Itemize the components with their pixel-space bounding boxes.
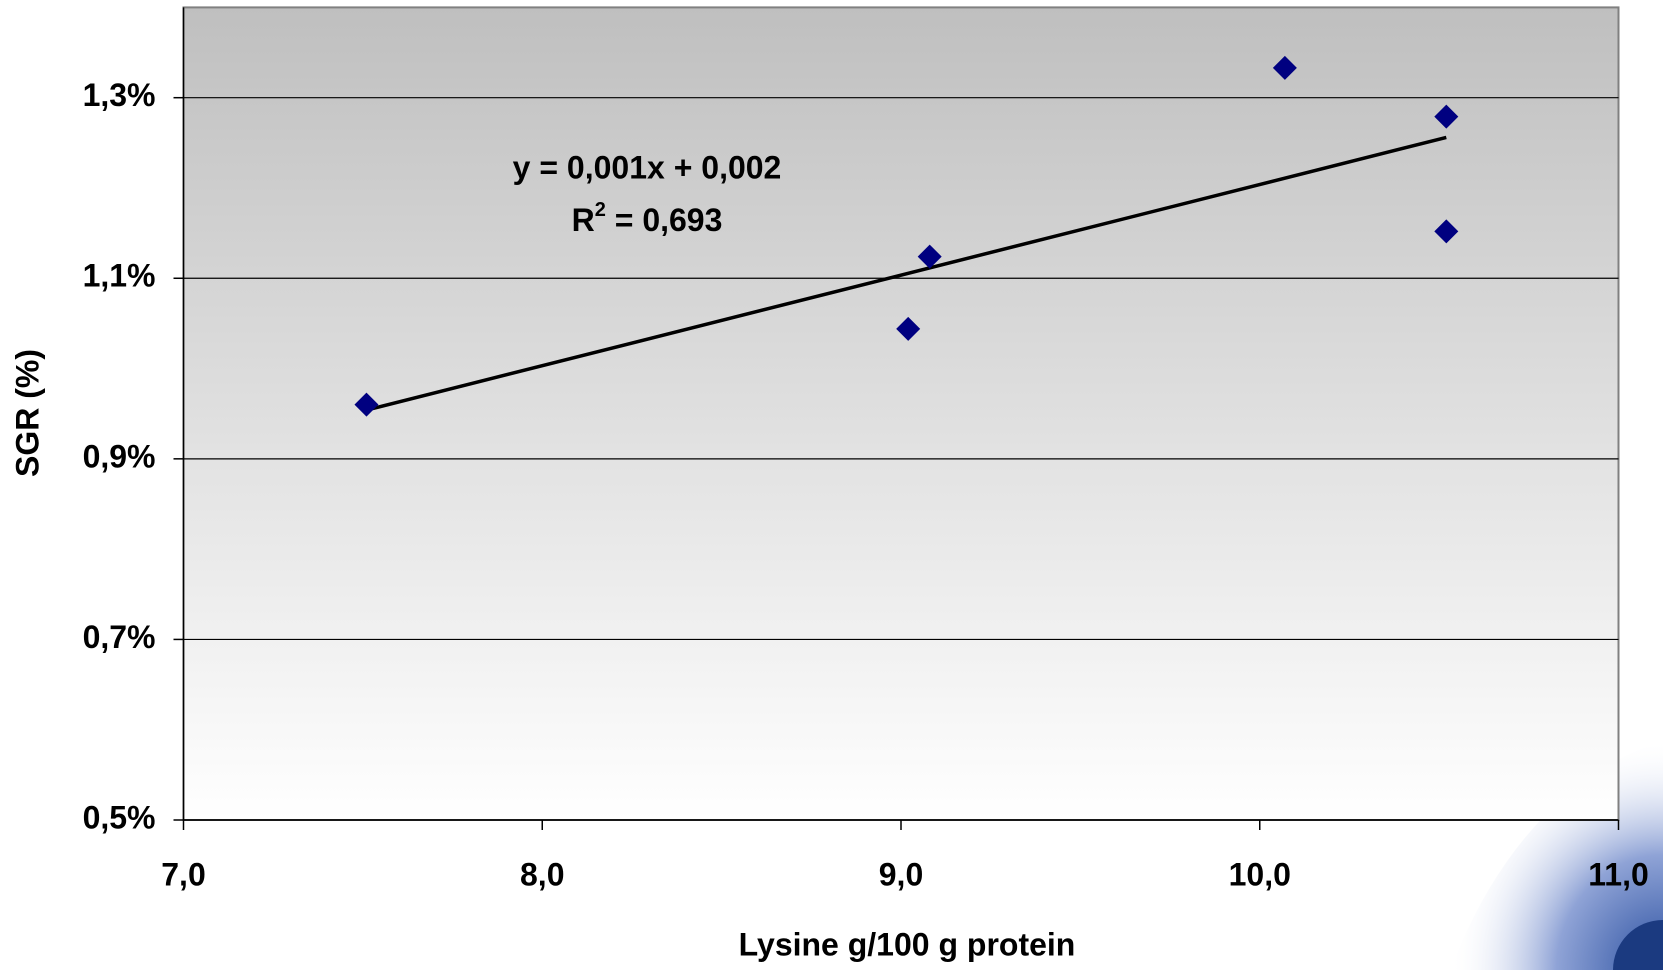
x-tick-label: 11,0 [1588, 856, 1649, 892]
trend-equation: y = 0,001x + 0,002 [513, 149, 782, 185]
y-tick-label: 1,3% [83, 77, 156, 113]
x-tick-label: 7,0 [161, 856, 205, 892]
data-point [896, 316, 921, 341]
r-squared-rest: = 0,693 [606, 202, 723, 238]
y-tick-label: 0,7% [83, 619, 156, 655]
data-point [1272, 55, 1297, 80]
decoration [1613, 920, 1663, 975]
y-tick-label: 0,9% [83, 438, 156, 474]
x-tick-label: 10,0 [1229, 856, 1291, 892]
r-squared-base: R [572, 202, 595, 238]
data-point [1434, 104, 1459, 129]
r-squared-sup: 2 [595, 199, 606, 221]
trendline [366, 135, 1447, 412]
data-point [917, 244, 942, 269]
y-axis-label: SGR (%) [9, 349, 45, 477]
y-tick-label: 0,5% [83, 799, 156, 835]
data-point [354, 392, 379, 417]
x-tick-label: 9,0 [879, 856, 923, 892]
x-tick-label: 8,0 [520, 856, 564, 892]
x-axis-label: Lysine g/100 g protein [739, 926, 1076, 962]
r-squared: R2 = 0,693 [572, 199, 723, 238]
data-point [1434, 219, 1459, 244]
y-tick-label: 1,1% [83, 258, 156, 294]
plot-area [182, 6, 1620, 821]
